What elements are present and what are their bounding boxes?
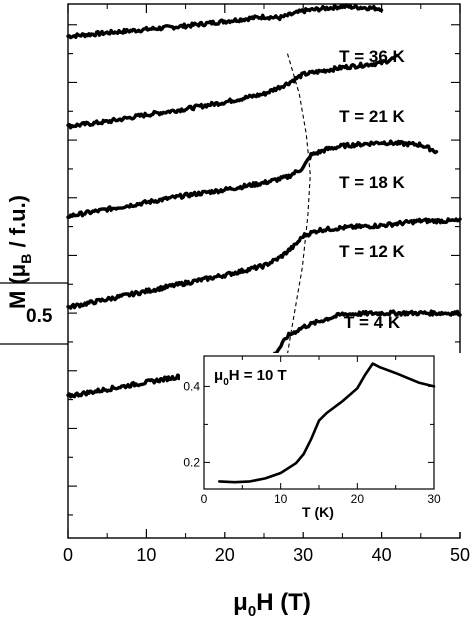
inset-x-tick-label: 10 — [274, 492, 288, 506]
curve-label: T = 36 K — [339, 47, 405, 66]
inset-x-tick-label: 0 — [201, 492, 208, 506]
inset-x-tick-label: 20 — [351, 492, 365, 506]
inset-y-tick-label: 0.4 — [183, 379, 200, 393]
main-x-tick-label: 40 — [372, 545, 392, 565]
curve-label: T = 12 K — [339, 242, 405, 261]
inset-annotation: μ0H = 10 T — [214, 367, 287, 388]
inset-x-tick-label: 30 — [427, 492, 441, 506]
main-x-tick-label: 30 — [293, 545, 313, 565]
dashed-guide-line — [282, 53, 311, 383]
inset-x-axis-label: T (K) — [302, 504, 334, 520]
main-x-tick-label: 10 — [136, 545, 156, 565]
curve-label: T = 21 K — [339, 107, 405, 126]
main-y-axis-label: M (μB / f.u.) — [5, 195, 34, 309]
main-x-tick-label: 0 — [63, 545, 73, 565]
magnetization-curve-0 — [66, 3, 384, 40]
main-x-axis-label: μ0H (T) — [233, 589, 311, 620]
main-ticks: 0 10 20 30 40 50 — [63, 4, 470, 565]
main-x-tick-label: 50 — [450, 545, 470, 565]
inset-plot: 0 10 20 30 0.2 0.4 μ0H = 10 T T (K) — [180, 353, 464, 532]
curve-labels: T = 36 K T = 21 K T = 18 K T = 12 K T = 4 K — [339, 47, 405, 332]
inset-y-tick-label: 0.2 — [183, 455, 200, 469]
inset-ticks: 0 10 20 30 0.2 0.4 — [183, 356, 441, 506]
inset-curve — [218, 362, 436, 484]
curve-label: T = 18 K — [339, 173, 405, 192]
main-x-tick-label: 20 — [215, 545, 235, 565]
scale-bar: 0.5 — [0, 282, 68, 345]
magnetization-curve-2 — [66, 139, 439, 219]
magnetization-curve-1 — [66, 53, 399, 130]
magnetization-curve-3 — [66, 217, 462, 310]
curve-label: T = 4 K — [344, 313, 401, 332]
scale-bar-label: 0.5 — [26, 306, 53, 327]
